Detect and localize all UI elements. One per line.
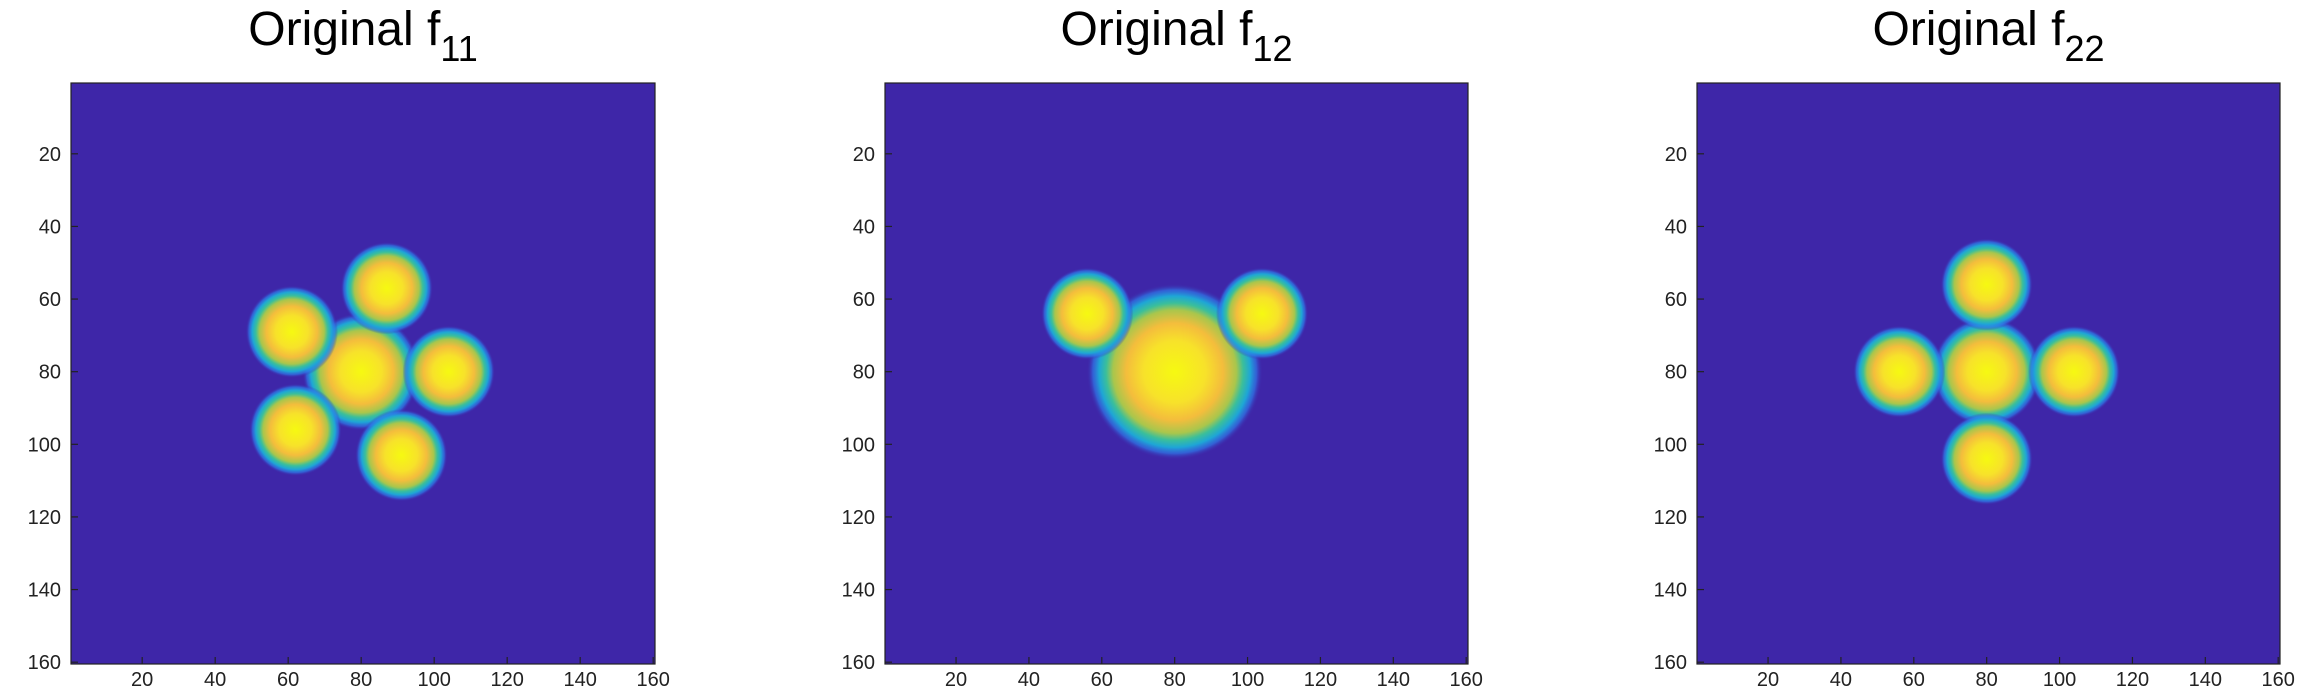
x-tick-label: 140 xyxy=(1377,669,1410,691)
x-tick-label: 120 xyxy=(2116,669,2149,691)
y-tick-label: 20 xyxy=(853,144,875,166)
x-tick-label: 20 xyxy=(131,669,153,691)
y-tick-label: 20 xyxy=(39,144,61,166)
title-main: Original f xyxy=(248,3,441,56)
y-tick-label: 160 xyxy=(28,652,61,674)
chart-title: Original f22 xyxy=(1872,3,2104,69)
blob xyxy=(1932,317,2042,427)
y-tick-label: 120 xyxy=(28,507,61,529)
axes-box xyxy=(1696,82,2281,665)
x-tick-label: 160 xyxy=(636,669,669,691)
y-tick-label: 100 xyxy=(28,434,61,456)
y-tick-label: 80 xyxy=(1665,362,1687,384)
panel: 20 40 60 80 100 120 140 160 20 40 60 80 100 120 140 160… xyxy=(28,3,670,691)
y-tick-label: 80 xyxy=(39,362,61,384)
x-tick-label: 80 xyxy=(350,669,372,691)
blob xyxy=(1940,238,2033,331)
y-tick-label: 40 xyxy=(1665,216,1687,238)
y-tick-label: 60 xyxy=(1665,289,1687,311)
blob xyxy=(340,241,433,335)
x-tick-label: 160 xyxy=(1449,669,1482,691)
x-tick-label: 100 xyxy=(417,669,450,691)
y-tick-label: 140 xyxy=(842,580,875,602)
x-tick-label: 40 xyxy=(1018,669,1040,691)
x-tick-label: 100 xyxy=(1231,669,1264,691)
axes-box xyxy=(70,82,656,665)
panel: 20 40 60 80 100 120 140 160 20 40 60 80 100 120 140 160… xyxy=(1654,3,2295,691)
x-tick-label: 60 xyxy=(1091,669,1113,691)
x-tick-label: 100 xyxy=(2043,669,2076,691)
blobs xyxy=(1853,238,2121,505)
y-tick-label: 60 xyxy=(39,289,61,311)
title-main: Original f xyxy=(1060,3,1253,56)
x-tick-label: 20 xyxy=(945,669,967,691)
y-tick-label: 120 xyxy=(842,507,875,529)
title-main: Original f xyxy=(1872,3,2065,56)
axes-box xyxy=(884,82,1469,665)
x-tick-label: 140 xyxy=(563,669,596,691)
blob xyxy=(1041,267,1134,360)
y-tick-label: 120 xyxy=(1654,507,1687,529)
title-subscript: 11 xyxy=(440,28,477,69)
blobs xyxy=(1041,267,1309,460)
y-tick-label: 40 xyxy=(39,216,61,238)
x-tick-label: 40 xyxy=(1830,669,1852,691)
panel: 20 40 60 80 100 120 140 160 20 40 60 80 100 120 140 160… xyxy=(842,3,1483,691)
x-tick-label: 120 xyxy=(1304,669,1337,691)
y-tick-label: 80 xyxy=(853,362,875,384)
y-tick-label: 160 xyxy=(842,652,875,674)
blob xyxy=(355,409,448,502)
x-tick-label: 80 xyxy=(1164,669,1186,691)
y-tick-label: 140 xyxy=(1654,580,1687,602)
x-tick-label: 60 xyxy=(277,669,299,691)
blob xyxy=(245,285,338,378)
y-tick-label: 100 xyxy=(1654,434,1687,456)
y-tick-label: 160 xyxy=(1654,652,1687,674)
blob xyxy=(402,325,495,418)
title-subscript: 22 xyxy=(2065,28,2105,69)
blobs xyxy=(245,241,495,502)
y-tick-label: 140 xyxy=(28,580,61,602)
blob xyxy=(1940,412,2033,505)
x-tick-label: 60 xyxy=(1903,669,1925,691)
y-tick-label: 40 xyxy=(853,216,875,238)
y-tick-label: 60 xyxy=(853,289,875,311)
x-tick-label: 160 xyxy=(2261,669,2294,691)
x-tick-label: 20 xyxy=(1757,669,1779,691)
blob xyxy=(2028,325,2121,418)
blob xyxy=(1216,267,1309,360)
chart-title: Original f12 xyxy=(1060,3,1292,69)
y-tick-label: 100 xyxy=(842,434,875,456)
title-subscript: 12 xyxy=(1253,28,1293,69)
x-tick-label: 80 xyxy=(1976,669,1998,691)
blob xyxy=(249,383,342,476)
x-tick-label: 40 xyxy=(204,669,226,691)
chart-title: Original f11 xyxy=(248,3,477,69)
x-tick-label: 120 xyxy=(490,669,523,691)
y-tick-label: 20 xyxy=(1665,144,1687,166)
blob xyxy=(1853,325,1946,418)
x-tick-label: 140 xyxy=(2189,669,2222,691)
